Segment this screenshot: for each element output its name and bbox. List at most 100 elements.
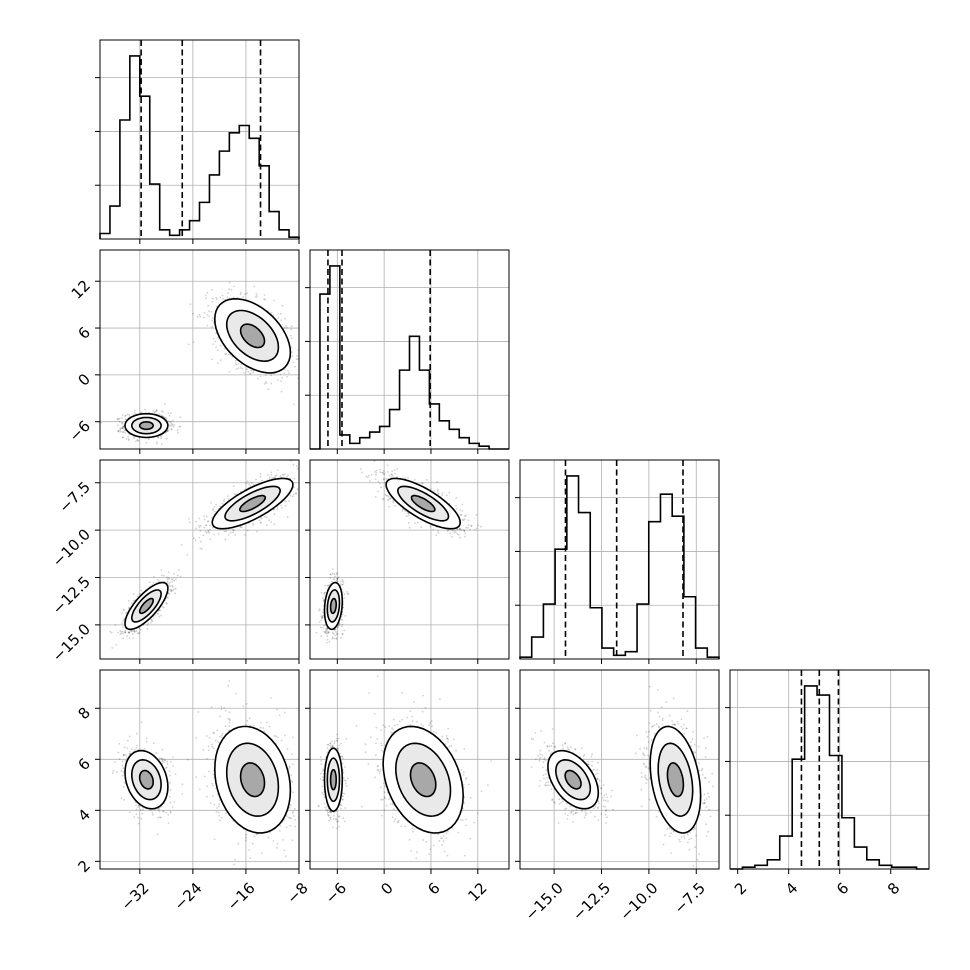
scatter-point <box>328 640 331 643</box>
scatter-point <box>125 612 127 615</box>
scatter-point <box>169 424 171 427</box>
scatter-point <box>293 403 295 406</box>
scatter-point <box>215 503 218 506</box>
scatter-point <box>172 419 174 422</box>
scatter-point <box>255 292 258 295</box>
scatter-point <box>139 411 142 414</box>
scatter-point <box>318 621 321 623</box>
scatter-point <box>125 414 127 417</box>
scatter-point <box>199 524 202 527</box>
scatter-point <box>441 492 444 495</box>
scatter-point <box>247 370 250 373</box>
scatter-point <box>263 383 266 385</box>
scatter-point <box>283 500 286 502</box>
scatter-point <box>258 519 261 521</box>
scatter-point <box>287 474 289 476</box>
scatter-point <box>321 616 324 618</box>
scatter-point <box>382 498 385 501</box>
scatter-point <box>334 575 336 578</box>
scatter-point <box>436 480 439 483</box>
scatter-point <box>324 631 326 634</box>
scatter-point <box>223 348 226 350</box>
scatter-point <box>158 413 161 416</box>
scatter-point <box>333 637 335 640</box>
panel-frame <box>729 669 930 870</box>
scatter-point <box>377 490 379 493</box>
scatter-point <box>120 630 123 633</box>
scatter-point <box>210 288 213 291</box>
scatter-point <box>173 573 175 575</box>
scatter-point <box>133 437 135 439</box>
scatter-point <box>120 427 122 429</box>
scatter-point <box>243 372 245 374</box>
scatter-point <box>335 633 338 636</box>
scatter-point <box>212 338 215 340</box>
scatter-point <box>240 292 242 294</box>
scatter-point <box>157 613 160 615</box>
scatter-point <box>296 467 299 470</box>
scatter-point <box>337 576 340 579</box>
scatter-point <box>134 631 136 633</box>
scatter-point <box>208 315 211 318</box>
panel-frame <box>309 249 510 450</box>
scatter-point <box>225 352 228 355</box>
scatter-point <box>167 592 170 595</box>
scatter-point <box>325 630 328 633</box>
scatter-point <box>307 495 309 497</box>
scatter-point <box>329 573 332 576</box>
scatter-point <box>405 515 408 518</box>
scatter-point <box>324 632 327 634</box>
scatter-point <box>179 575 182 578</box>
scatter-point <box>252 371 255 374</box>
scatter-point <box>192 312 194 315</box>
scatter-point <box>200 540 202 543</box>
scatter-point <box>227 498 230 500</box>
scatter-point <box>284 317 287 320</box>
scatter-point <box>123 631 126 633</box>
scatter-point <box>170 428 173 430</box>
scatter-point <box>277 379 279 381</box>
scatter-point <box>153 411 156 413</box>
scatter-point <box>386 464 389 466</box>
scatter-point <box>132 599 135 602</box>
scatter-point <box>173 588 176 591</box>
scatter-point <box>217 336 219 339</box>
scatter-point <box>131 602 133 604</box>
scatter-point <box>161 410 163 412</box>
scatter-point <box>163 574 165 577</box>
scatter-point <box>437 493 440 496</box>
scatter-point <box>133 412 136 414</box>
scatter-point <box>172 578 174 581</box>
x-tick-label: 2 <box>731 879 750 898</box>
scatter-point <box>151 620 154 622</box>
scatter-point <box>320 617 323 620</box>
scatter-point <box>167 571 170 574</box>
scatter-point <box>127 438 130 441</box>
scatter-point <box>266 524 268 527</box>
scatter-point <box>268 476 271 479</box>
scatter-point <box>219 359 222 361</box>
scatter-point <box>335 573 338 575</box>
scatter-point <box>203 518 206 521</box>
scatter-point <box>241 367 244 370</box>
scatter-point <box>324 628 327 630</box>
scatter-point <box>263 298 265 301</box>
scatter-point <box>382 478 385 481</box>
scatter-point <box>119 430 122 433</box>
scatter-point <box>206 291 209 294</box>
scatter-point <box>237 363 240 365</box>
scatter-point <box>264 298 266 301</box>
scatter-point <box>246 529 249 532</box>
density-contour <box>130 416 162 435</box>
scatter-point <box>162 411 164 413</box>
scatter-point <box>157 436 160 438</box>
scatter-point <box>187 343 190 346</box>
scatter-point <box>212 343 215 345</box>
scatter-point <box>167 412 170 415</box>
scatter-point <box>195 520 198 523</box>
scatter-point <box>239 366 242 369</box>
scatter-point <box>320 591 323 594</box>
scatter-point <box>210 501 213 504</box>
scatter-point <box>280 504 282 507</box>
